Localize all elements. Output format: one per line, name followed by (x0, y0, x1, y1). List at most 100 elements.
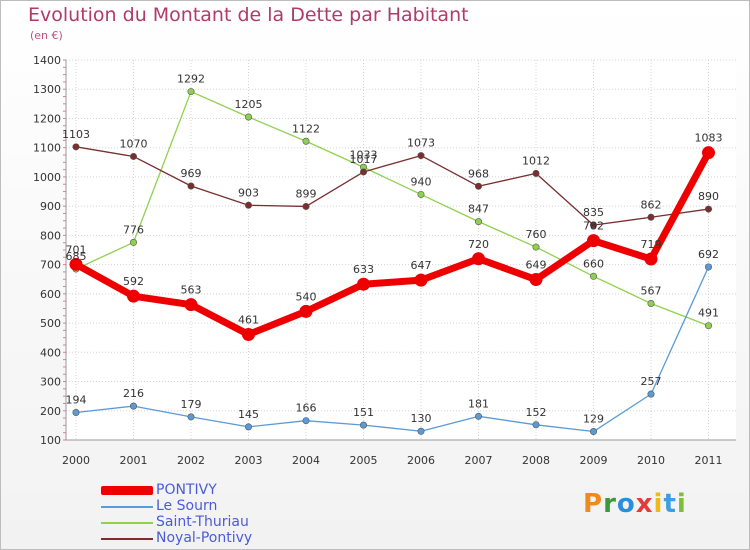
data-label: 179 (181, 398, 202, 411)
legend-label-saint-thuriau: Saint-Thuriau (156, 514, 249, 530)
data-label: 129 (583, 413, 604, 426)
y-tick-label: 600 (40, 288, 61, 301)
data-label: 1033 (350, 148, 378, 161)
data-label: 760 (526, 228, 547, 241)
legend-item-le-sourn: Le Sourn (101, 499, 301, 515)
data-label: 1292 (177, 73, 205, 86)
data-point-pontivy (529, 273, 543, 287)
x-tick-label: 2011 (695, 454, 723, 467)
data-label: 968 (468, 167, 489, 180)
data-label: 701 (66, 243, 87, 256)
data-point-le sourn (589, 428, 597, 436)
legend-label-le-sourn: Le Sourn (156, 498, 218, 514)
data-label: 181 (468, 397, 489, 410)
data-point-saint-thuriau (647, 299, 655, 307)
data-label: 166 (296, 402, 317, 415)
data-point-noyal-pontivy (589, 221, 597, 229)
data-point-saint-thuriau (302, 137, 310, 145)
data-label: 633 (353, 263, 374, 276)
data-label: 491 (698, 307, 719, 320)
data-label: 649 (526, 259, 547, 272)
data-point-le sourn (704, 263, 712, 271)
legend-item-noyal-pontivy: Noyal-Pontivy (101, 531, 301, 547)
data-label: 899 (296, 187, 317, 200)
legend-item-saint-thuriau: Saint-Thuriau (101, 515, 301, 531)
series-line-noyal-pontivy (75, 146, 710, 226)
series-line-le sourn (75, 266, 710, 433)
data-label: 847 (468, 203, 489, 216)
plot-area (66, 60, 736, 440)
data-point-le sourn (532, 421, 540, 429)
x-tick-label: 2005 (350, 454, 378, 467)
data-point-le sourn (359, 421, 367, 429)
data-label: 1017 (350, 153, 378, 166)
data-label: 890 (698, 190, 719, 203)
data-label: 130 (411, 412, 432, 425)
series-line-saint-thuriau (75, 90, 710, 327)
data-point-noyal-pontivy (532, 169, 540, 177)
data-label: 1083 (695, 132, 723, 145)
data-label: 719 (641, 238, 662, 251)
data-point-saint-thuriau (704, 322, 712, 330)
data-point-le sourn (474, 412, 482, 420)
data-label: 152 (526, 406, 547, 419)
data-point-noyal-pontivy (245, 201, 253, 209)
data-label: 835 (583, 206, 604, 219)
data-label: 969 (181, 167, 202, 180)
data-point-pontivy (242, 327, 255, 341)
y-tick-label: 800 (40, 229, 61, 242)
data-label: 216 (123, 387, 144, 400)
legend-swatch-pontivy (101, 483, 153, 499)
y-tick-label: 1300 (33, 83, 61, 96)
data-point-noyal-pontivy (130, 152, 138, 160)
y-tick-label: 1100 (33, 142, 61, 155)
data-point-noyal-pontivy (647, 213, 655, 221)
data-point-pontivy (357, 277, 370, 291)
data-point-le sourn (187, 413, 195, 421)
data-label: 776 (123, 223, 144, 236)
data-point-noyal-pontivy (359, 168, 367, 176)
x-tick-label: 2010 (637, 454, 665, 467)
legend-label-pontivy: PONTIVY (156, 482, 217, 498)
data-label: 461 (238, 313, 259, 326)
x-tick-label: 2001 (120, 454, 148, 467)
data-point-saint-thuriau (589, 272, 597, 280)
data-point-noyal-pontivy (474, 182, 482, 190)
data-point-pontivy (127, 289, 140, 303)
proxiti-logo: Proxiti (583, 489, 687, 519)
y-tick-label: 1400 (33, 54, 61, 67)
data-label: 257 (641, 375, 662, 388)
data-point-noyal-pontivy (302, 202, 310, 210)
x-tick-label: 2004 (292, 454, 320, 467)
y-tick-label: 900 (40, 200, 61, 213)
data-point-saint-thuriau (474, 218, 482, 226)
data-label: 1070 (120, 137, 148, 150)
data-point-pontivy (472, 252, 485, 266)
x-tick-label: 2007 (465, 454, 493, 467)
data-label: 660 (583, 257, 604, 270)
x-tick-label: 2000 (62, 454, 90, 467)
data-label: 540 (296, 290, 317, 303)
data-point-le sourn (130, 402, 138, 410)
data-label: 692 (698, 248, 719, 261)
data-label: 647 (411, 259, 432, 272)
y-tick-label: 200 (40, 405, 61, 418)
data-point-le sourn (302, 417, 310, 425)
data-point-noyal-pontivy (417, 152, 425, 160)
data-point-le sourn (72, 409, 80, 417)
data-point-noyal-pontivy (187, 182, 195, 190)
x-tick-label: 2003 (235, 454, 263, 467)
y-tick-label: 1200 (33, 112, 61, 125)
y-tick-label: 700 (40, 259, 61, 272)
y-tick-label: 500 (40, 317, 61, 330)
data-label: 1012 (522, 154, 550, 167)
legend-swatch-saint-thuriau (101, 515, 153, 531)
data-point-le sourn (417, 427, 425, 435)
data-label: 151 (353, 406, 374, 419)
data-point-saint-thuriau (187, 88, 195, 96)
legend-item-pontivy: PONTIVY (101, 483, 301, 499)
data-label: 1103 (62, 128, 90, 141)
x-tick-label: 2002 (177, 454, 205, 467)
